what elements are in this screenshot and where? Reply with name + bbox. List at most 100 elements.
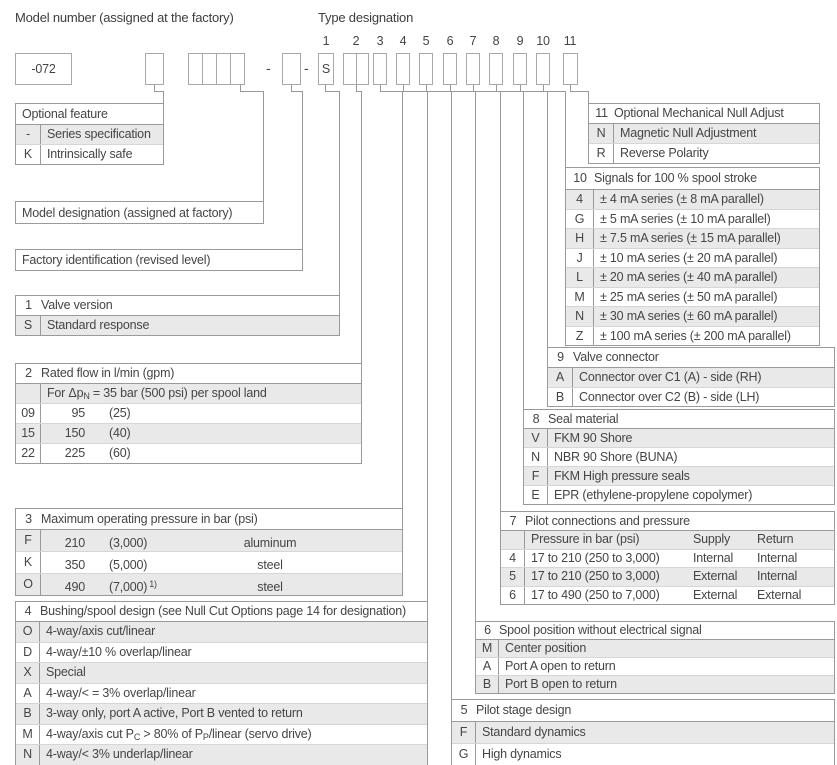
table-title: Optional feature — [16, 104, 163, 125]
row-label: Intrinsically safe — [47, 147, 133, 161]
table-subheader-row: Pressure in bar (psi) Supply Return — [501, 531, 834, 549]
row-key: M — [566, 287, 594, 306]
column-return: Return — [757, 532, 794, 546]
position-label-3: 3 — [376, 34, 384, 48]
row-label: Special — [46, 665, 86, 679]
table-header: 3 Maximum operating pressure in bar (psi) — [16, 509, 402, 530]
row-key: N — [16, 745, 40, 765]
connector-line — [402, 91, 403, 508]
connector-line — [565, 91, 566, 167]
table-header: 2 Rated flow in l/min (gpm) — [16, 364, 361, 384]
type-pos-6-box — [443, 53, 457, 85]
connector-line — [427, 91, 428, 601]
table-row: O 490 (7,000) 1) steel — [16, 573, 402, 595]
table-row: 4 ± 4 mA series (± 8 mA parallel) — [566, 190, 819, 209]
table-title: Bushing/spool design (see Null Cut Optio… — [40, 604, 407, 618]
table-row: Z ± 100 mA series (± 200 mA parallel) — [566, 325, 819, 345]
row-key: F — [16, 530, 41, 551]
pressure-range: 17 to 210 (250 to 3,000) — [531, 569, 660, 583]
row-label: 490 (7,000) 1) steel — [41, 574, 402, 595]
connector-line — [496, 91, 524, 92]
connector-line — [473, 91, 501, 92]
connector-line — [380, 91, 403, 92]
table-title: Optional Mechanical Null Adjust — [614, 106, 784, 120]
row-key: D — [16, 642, 40, 662]
row-label: Standard dynamics — [482, 725, 586, 739]
type-pos-5-box — [419, 53, 433, 85]
table-header: 10 Signals for 100 % spool stroke — [566, 168, 819, 190]
body-material: steel — [257, 580, 283, 594]
table-number: 4 — [24, 604, 32, 618]
table-row: G High dynamics — [452, 743, 834, 765]
position-label-5: 5 — [422, 34, 430, 48]
type-pos-8-box — [489, 53, 503, 85]
factory-identification-callout: Factory identification (revised level) — [15, 249, 303, 271]
type-pos-7-box — [466, 53, 480, 85]
connector-line — [154, 91, 164, 92]
type-pos-11-box — [563, 53, 578, 85]
column-supply: Supply — [693, 532, 731, 546]
row-key — [501, 531, 525, 549]
row-label: ± 30 mA series (± 60 mA parallel) — [600, 309, 778, 323]
table-title: Pilot stage design — [476, 703, 572, 717]
row-label: Port A open to return — [505, 659, 616, 673]
table-optional-feature: Optional feature - Series specification … — [15, 103, 164, 165]
row-label: ± 10 mA series (± 20 mA parallel) — [600, 250, 778, 265]
row-key: 4 — [501, 549, 525, 567]
return-value: Internal — [757, 550, 798, 565]
connector-line — [570, 85, 571, 91]
table-number: 8 — [532, 412, 540, 426]
table-pilot-connections: 7 Pilot connections and pressure Pressure… — [500, 511, 835, 605]
row-key: V — [524, 429, 548, 447]
table-row: N ± 30 mA series (± 60 mA parallel) — [566, 306, 819, 326]
connector-line — [547, 91, 548, 347]
connector-line — [426, 85, 427, 91]
pressure-psi-value: (3,000) — [109, 536, 148, 550]
type-pos-10-box — [536, 53, 550, 85]
supply-value: External — [693, 587, 738, 602]
row-label: 17 to 210 (250 to 3,000) External Internal — [525, 568, 834, 586]
row-key: K — [16, 552, 41, 573]
type-pos-4-box — [396, 53, 410, 85]
row-key: M — [16, 724, 40, 744]
connector-line — [263, 91, 264, 201]
return-value: External — [757, 587, 802, 602]
row-label: Connector over C1 (A) - side (RH) — [579, 370, 762, 384]
pressure-psi-value: (7,000) — [109, 580, 148, 594]
position-label-11: 11 — [563, 34, 577, 48]
pressure-range: 17 to 210 (250 to 3,000) — [531, 550, 660, 565]
row-label: ± 4 mA series (± 8 mA parallel) — [600, 192, 764, 206]
table-max-pressure: 3 Maximum operating pressure in bar (psi)… — [15, 508, 403, 596]
table-header: 9 Valve connector — [548, 348, 834, 368]
connector-line — [291, 85, 292, 91]
row-label: Connector over C2 (B) - side (LH) — [579, 389, 760, 404]
connector-line — [403, 91, 428, 92]
connector-line — [356, 85, 357, 91]
row-key: N — [524, 448, 548, 466]
flow-lmin: 150 — [64, 426, 85, 440]
row-key: 6 — [501, 586, 525, 604]
connector-line — [240, 91, 264, 92]
position-label-8: 8 — [492, 34, 500, 48]
flow-gpm: (60) — [109, 446, 131, 460]
table-row: O 4-way/axis cut/linear — [16, 622, 427, 642]
table-row: F FKM High pressure seals — [524, 466, 834, 485]
table-row: A Connector over C1 (A) - side (RH) — [548, 368, 834, 387]
position-label-7: 7 — [469, 34, 477, 48]
table-row: N 4-way/< 3% underlap/linear — [16, 744, 427, 765]
code-cell — [217, 54, 231, 84]
row-label: 210 (3,000) aluminum — [41, 530, 402, 551]
table-row: J ± 10 mA series (± 20 mA parallel) — [566, 247, 819, 267]
table-row: B Connector over C2 (B) - side (LH) — [548, 386, 834, 406]
position-label-10: 10 — [536, 34, 550, 48]
table-number: 3 — [25, 512, 32, 526]
flow-lmin: 95 — [71, 406, 85, 420]
table-row: V FKM 90 Shore — [524, 429, 834, 447]
condition-text: For Δp — [47, 386, 84, 400]
row-label: Series specification — [47, 127, 151, 141]
table-title: Maximum operating pressure in bar (psi) — [41, 512, 258, 526]
table-number: 6 — [484, 623, 491, 637]
connector-line — [520, 85, 521, 91]
dash-separator: - — [304, 60, 309, 76]
row-key: 15 — [16, 424, 41, 443]
